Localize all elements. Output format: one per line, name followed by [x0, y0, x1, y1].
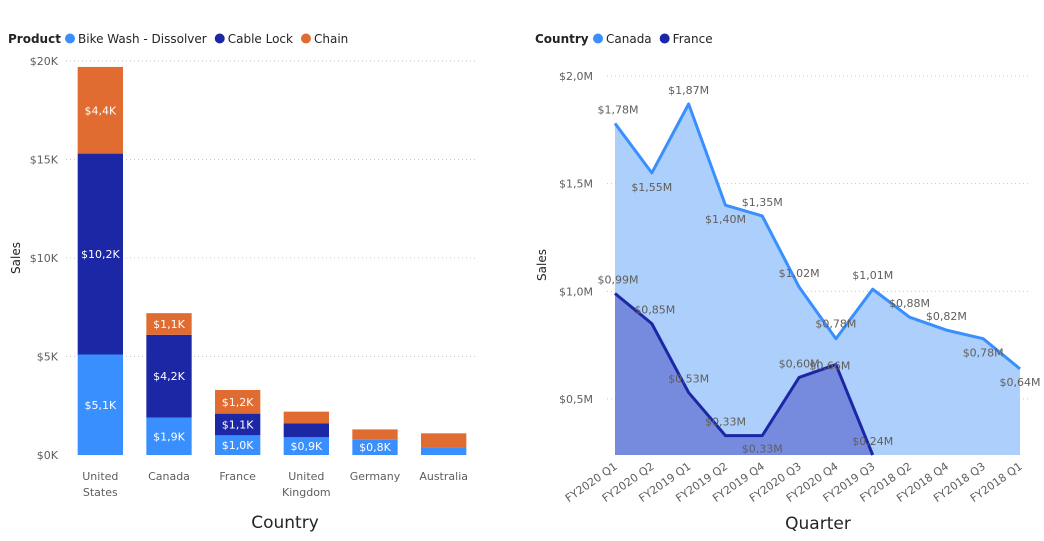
legend-marker-france: [659, 33, 670, 44]
bar-chart: Product Bike Wash - Dissolver Cable Lock C…: [8, 32, 478, 533]
area-data-label-canada: $1,78M: [598, 103, 639, 116]
area-data-label-france: $0,60M: [779, 357, 820, 370]
area-fill-canada: [615, 103, 1020, 455]
legend-label-bike-wash-dissolver: Bike Wash - Dissolver: [78, 32, 207, 46]
legend-marker-chain: [300, 33, 311, 44]
area-data-label-canada: $1,01M: [852, 269, 893, 282]
area-data-label-france: $0,33M: [705, 416, 746, 429]
area-fill-france: [615, 293, 873, 455]
bar-bike-wash-dissolver-france: [215, 435, 261, 455]
bar-x-axis: United States Canada France United Kingdom Ger…: [82, 470, 468, 499]
bar-data-label: $10,2K: [81, 248, 120, 261]
bar-x-tick-label: Kingdom: [282, 486, 331, 499]
bar-x-tick-label: United: [82, 470, 118, 483]
area-y-tick-label: $1,0M: [559, 285, 593, 298]
bar-bike-wash-dissolver-canada: [146, 417, 192, 455]
bar-y-tick-label: $20K: [30, 55, 59, 68]
area-data-label-canada: $1,02M: [779, 267, 820, 280]
area-data-label-canada: $0,88M: [889, 297, 930, 310]
bar-data-label: $1,0K: [222, 439, 254, 452]
area-line-canada: [613, 102, 1021, 371]
bar-chain-united-states: [77, 66, 123, 154]
bar-data-label: $5,1K: [84, 399, 116, 412]
area-x-axis-title: Quarter: [785, 514, 851, 534]
legend-label-cable-lock: Cable Lock: [228, 32, 293, 46]
bar-series: $5,1K $10,2K $4,4K $1,9K $4,2K $1,1K $1,0K $1,1…: [77, 66, 467, 455]
bar-x-axis-title: Country: [251, 513, 319, 533]
area-data-label-canada: $1,55M: [631, 181, 672, 194]
bar-gridlines: [66, 60, 478, 357]
bar-bike-wash-dissolver-united-kingdom: [283, 437, 329, 455]
bar-legend: Product Bike Wash - Dissolver Cable Lock C…: [8, 32, 348, 46]
bar-x-tick-label: Canada: [148, 470, 190, 483]
area-y-tick-label: $0,5M: [559, 393, 593, 406]
legend-marker-bike-wash-dissolver: [65, 33, 75, 44]
bar-chain-france: [215, 389, 261, 414]
area-data-label-canada: $1,87M: [668, 84, 709, 97]
bar-data-label: $1,9K: [153, 430, 185, 443]
area-data-label-france: $0,85M: [634, 304, 675, 317]
bar-chain-united-kingdom: [283, 411, 329, 424]
bar-data-label: $1,1K: [222, 418, 254, 431]
bar-x-tick-label: United: [288, 470, 324, 483]
bar-chain-australia: [421, 433, 467, 448]
bar-chain-canada: [146, 313, 192, 335]
bar-cable-lock-canada: [146, 334, 192, 418]
legend-label-canada: Canada: [606, 32, 652, 46]
bar-cable-lock-united-kingdom: [283, 423, 329, 438]
bar-bike-wash-dissolver-united-states: [77, 354, 123, 455]
area-y-axis-title: Sales: [535, 249, 549, 281]
bar-bike-wash-dissolver-australia: [421, 447, 467, 455]
area-y-axis: $0,5M $1,0M $1,5M $2,0M: [559, 70, 593, 406]
bar-legend-title: Product: [8, 32, 61, 46]
bar-x-tick-label: Australia: [419, 470, 468, 483]
bar-y-tick-label: $5K: [37, 351, 59, 364]
bar-chain-germany: [352, 429, 398, 440]
area-data-label-france: $0,33M: [742, 443, 783, 456]
legend-marker-cable-lock: [214, 33, 225, 44]
bar-x-tick-label: France: [219, 470, 256, 483]
bar-y-tick-label: $0K: [37, 449, 59, 462]
bar-data-label: $1,1K: [153, 318, 185, 331]
legend-label-chain: Chain: [314, 32, 348, 46]
area-data-labels: $1,78M $1,55M $1,87M $1,40M $1,35M $1,02M $0,7…: [598, 84, 1041, 456]
bar-bike-wash-dissolver-germany: [352, 439, 398, 455]
bar-data-label: $4,4K: [84, 104, 116, 117]
bar-x-tick-label: Germany: [350, 470, 401, 483]
area-data-label-canada: $0,78M: [963, 347, 1004, 360]
bar-data-label: $4,2K: [153, 370, 185, 383]
area-y-tick-label: $1,5M: [559, 178, 593, 191]
area-legend: Country Canada France: [535, 32, 713, 46]
area-data-label-canada: $0,78M: [815, 318, 856, 331]
area-data-label-canada: $1,35M: [742, 196, 783, 209]
bar-x-tick-label: States: [83, 486, 118, 499]
bar-cable-lock-france: [215, 413, 261, 436]
bar-data-label: $0,8K: [359, 441, 391, 454]
area-chart: Country Canada France $0,5M $1,0M $1,5M $2,0…: [535, 32, 1040, 534]
area-data-label-france: $0,66M: [809, 360, 850, 373]
area-data-label-france: $0,53M: [668, 373, 709, 386]
bar-data-label: $1,2K: [222, 396, 254, 409]
area-legend-title: Country: [535, 32, 589, 46]
legend-label-france: France: [673, 32, 713, 46]
area-data-label-canada: $1,40M: [705, 213, 746, 226]
area-data-label-canada: $0,64M: [1000, 376, 1041, 389]
bar-y-tick-label: $10K: [30, 252, 59, 265]
bar-y-tick-label: $15K: [30, 154, 59, 167]
area-data-label-france: $0,99M: [598, 273, 639, 286]
bar-data-label: $0,9K: [290, 440, 322, 453]
bar-cable-lock-united-states: [77, 153, 123, 355]
area-data-label-canada: $0,82M: [926, 310, 967, 323]
area-line-france: [614, 292, 875, 456]
legend-marker-canada: [593, 33, 603, 44]
bar-y-axis: $0K $5K $10K $15K $20K: [30, 55, 59, 462]
bar-y-axis-title: Sales: [9, 242, 23, 274]
area-y-tick-label: $2,0M: [559, 70, 593, 83]
area-series: [613, 102, 1021, 456]
area-data-label-france: $0,24M: [852, 435, 893, 448]
